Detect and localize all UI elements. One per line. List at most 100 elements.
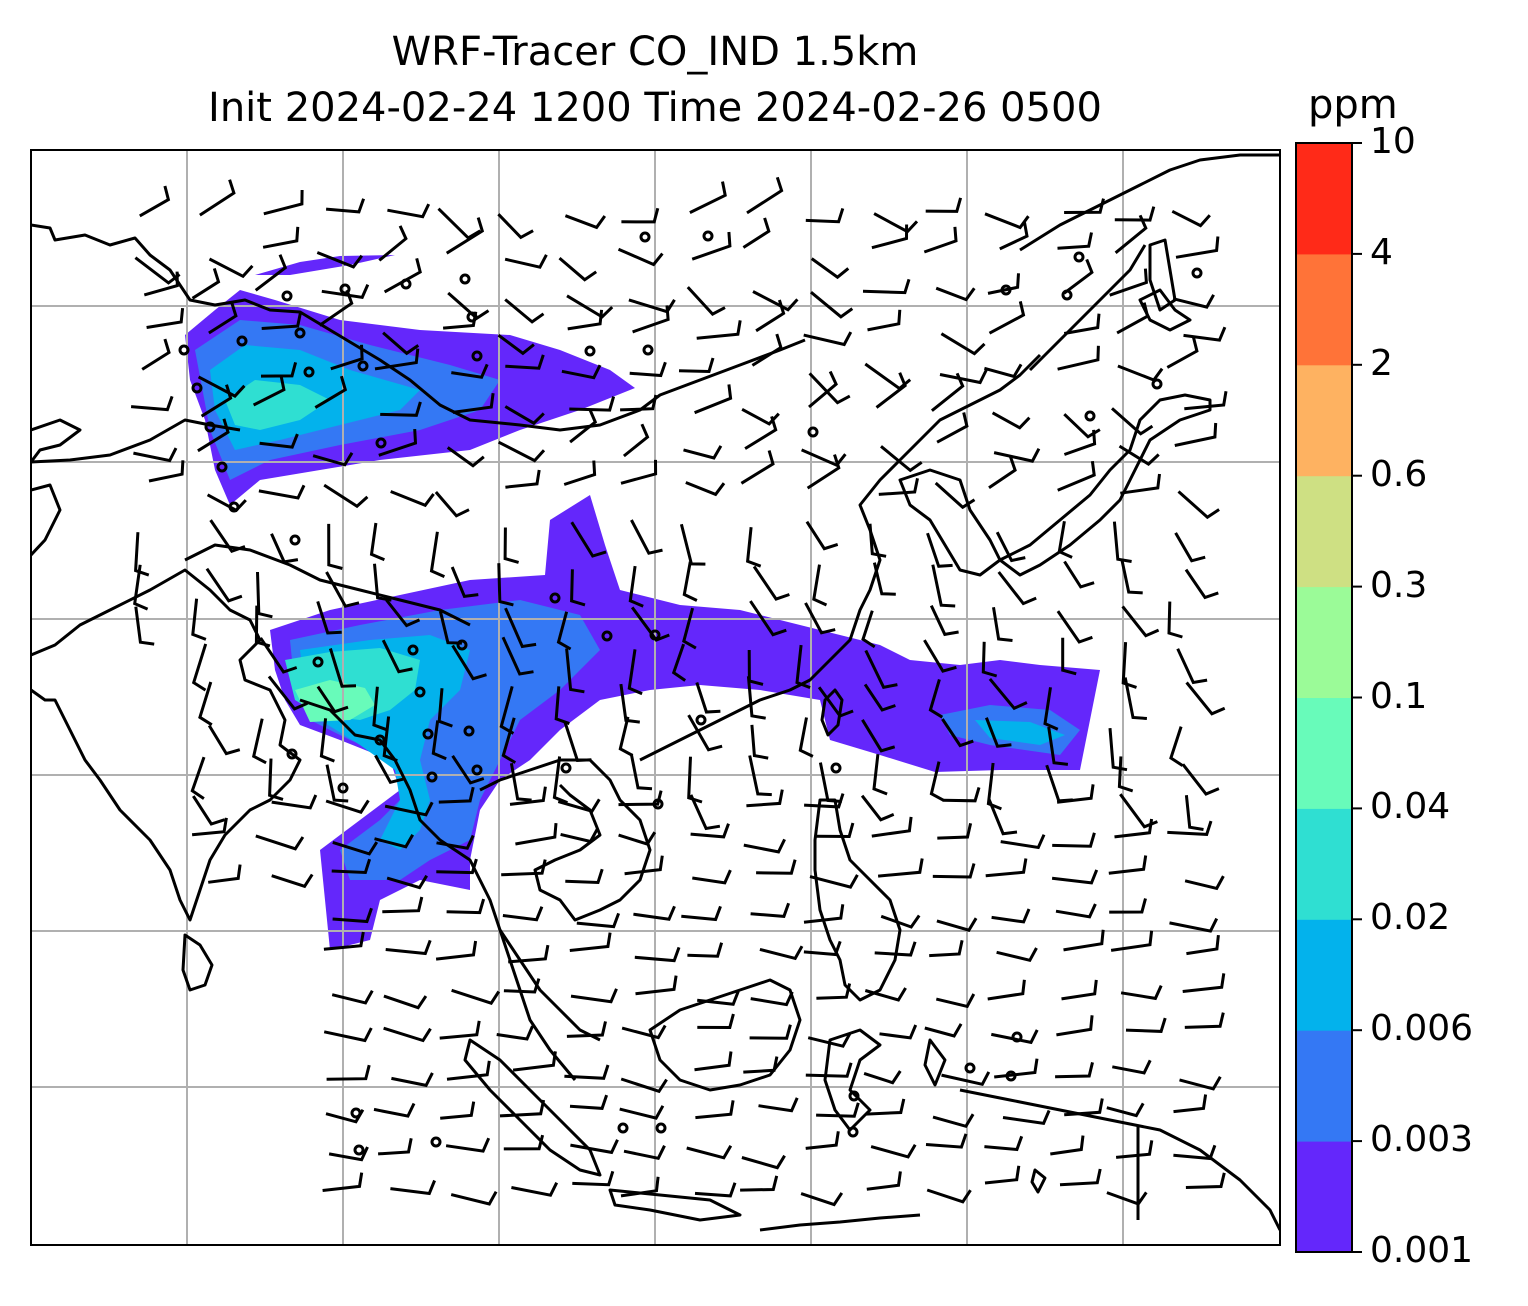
wind-barb bbox=[384, 801, 434, 817]
wind-barb bbox=[803, 331, 853, 347]
wind-barb bbox=[686, 1144, 733, 1160]
wind-barb bbox=[1063, 258, 1094, 295]
wind-barb bbox=[750, 724, 769, 760]
wind-barb bbox=[383, 258, 422, 294]
wind-barb bbox=[254, 254, 288, 292]
colorbar-swatch bbox=[1296, 1030, 1352, 1142]
wind-barb bbox=[991, 411, 1031, 430]
wind-barb bbox=[671, 643, 687, 682]
wind-barb bbox=[795, 644, 811, 689]
wind-barb bbox=[331, 858, 372, 875]
wind-barb bbox=[863, 683, 896, 712]
calm-wind-marker bbox=[456, 639, 468, 651]
wind-barb bbox=[744, 415, 778, 450]
wind-barb bbox=[316, 685, 349, 714]
wind-barb bbox=[563, 460, 597, 486]
wind-barb bbox=[262, 226, 300, 249]
wind-barb bbox=[1120, 473, 1161, 495]
calm-wind-marker bbox=[191, 382, 203, 394]
colorbar-tick-label: 0.04 bbox=[1370, 786, 1451, 828]
calm-wind-marker bbox=[375, 437, 387, 449]
wind-barb bbox=[685, 481, 726, 497]
wind-barb bbox=[451, 988, 501, 1005]
wind-barb bbox=[451, 363, 489, 379]
wind-barb bbox=[1167, 820, 1213, 836]
wind-barb bbox=[199, 179, 236, 217]
wind-barb bbox=[936, 412, 969, 444]
wind-barb bbox=[205, 567, 243, 603]
wind-barb bbox=[621, 207, 660, 224]
wind-barb bbox=[382, 716, 398, 763]
colorbar-swatch bbox=[1296, 697, 1352, 809]
wind-barb bbox=[868, 523, 887, 558]
wind-barb bbox=[390, 1179, 436, 1196]
wind-barb bbox=[1063, 313, 1101, 335]
wind-barb bbox=[570, 521, 607, 558]
calm-wind-marker bbox=[642, 344, 654, 356]
wind-barb bbox=[1002, 1109, 1051, 1126]
wind-barb bbox=[985, 717, 1012, 748]
wind-barb bbox=[569, 1094, 609, 1110]
wind-barb bbox=[1123, 677, 1148, 720]
calm-wind-marker bbox=[289, 534, 301, 546]
wind-barb bbox=[1115, 1140, 1154, 1159]
wind-barb bbox=[570, 988, 618, 1004]
wind-barb bbox=[1108, 727, 1128, 772]
wind-barb bbox=[259, 637, 298, 674]
wind-barb bbox=[1173, 1094, 1208, 1114]
wind-barb bbox=[875, 372, 907, 409]
wind-barb bbox=[984, 212, 1030, 230]
wind-barb bbox=[940, 332, 986, 356]
wind-barb bbox=[134, 606, 155, 646]
wind-barb bbox=[497, 563, 514, 607]
wind-barb bbox=[999, 222, 1029, 251]
wind-barb bbox=[1114, 206, 1156, 222]
wind-barb bbox=[323, 931, 365, 951]
wind-barbs bbox=[130, 176, 1228, 1207]
wind-barb bbox=[1121, 642, 1137, 689]
wind-barb bbox=[862, 278, 911, 295]
wind-barb bbox=[988, 301, 1026, 335]
wind-barb bbox=[1186, 934, 1220, 956]
wind-barb bbox=[746, 789, 784, 808]
colorbar-tick-label: 2 bbox=[1370, 342, 1393, 384]
wind-barb bbox=[1056, 1015, 1094, 1037]
wind-barb bbox=[1055, 1062, 1094, 1079]
wind-barb bbox=[686, 286, 726, 316]
wind-barb bbox=[325, 571, 360, 608]
coast-arabia bbox=[31, 483, 62, 557]
wind-barb bbox=[991, 1029, 1039, 1045]
wind-barb bbox=[1182, 973, 1226, 993]
wind-barb bbox=[190, 756, 206, 800]
wind-barb bbox=[1057, 345, 1100, 371]
wind-barb bbox=[809, 874, 859, 889]
wind-barb bbox=[816, 1102, 860, 1118]
wind-barb bbox=[803, 940, 842, 957]
wind-barb bbox=[504, 405, 545, 426]
calm-wind-marker bbox=[1073, 251, 1085, 263]
wind-barb bbox=[740, 1175, 779, 1192]
wind-barb bbox=[442, 311, 478, 330]
wind-barb bbox=[742, 217, 771, 249]
calm-wind-marker bbox=[655, 1122, 667, 1134]
wind-barb bbox=[504, 607, 537, 649]
wind-barb bbox=[808, 372, 851, 405]
wind-barb bbox=[878, 477, 919, 496]
wind-barb bbox=[505, 354, 545, 370]
wind-barb bbox=[746, 676, 766, 720]
wind-barb bbox=[1177, 490, 1220, 520]
coast-china bbox=[639, 353, 1042, 762]
wind-barb bbox=[1184, 795, 1204, 831]
colorbar-swatch bbox=[1296, 143, 1352, 255]
wind-barb bbox=[319, 718, 335, 763]
wind-barb bbox=[437, 688, 453, 728]
calm-wind-marker bbox=[807, 426, 819, 438]
calm-wind-marker bbox=[601, 630, 613, 642]
coast-malay bbox=[498, 929, 601, 1042]
wind-barb bbox=[258, 484, 306, 500]
plume-north-peak bbox=[225, 380, 330, 430]
wind-barb bbox=[818, 762, 842, 803]
wind-barb bbox=[741, 407, 780, 426]
colorbar-tick-label: 0.001 bbox=[1370, 1230, 1474, 1271]
